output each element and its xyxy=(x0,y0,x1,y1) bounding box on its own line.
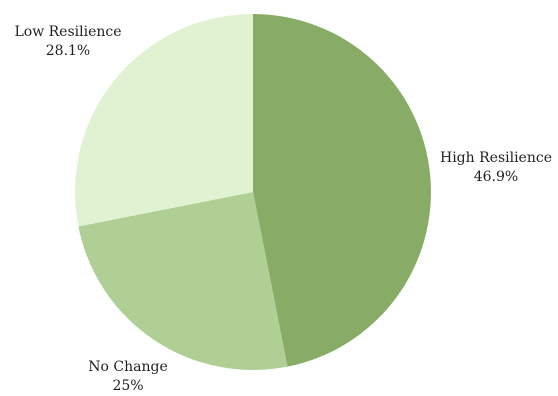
slice-label-value: 28.1% xyxy=(46,43,90,59)
pie-slices xyxy=(75,14,431,370)
pie-labels: High Resilience 46.9% No Change 25% Low Resi… xyxy=(14,24,552,394)
slice-label-name: No Change xyxy=(88,359,167,375)
pie-slice-no-change xyxy=(78,192,288,370)
slice-label-name: High Resilience xyxy=(440,150,552,166)
pie-slice-high-resilience xyxy=(253,14,431,367)
slice-label-name: Low Resilience xyxy=(14,24,121,40)
pie-slice-low-resilience xyxy=(75,14,254,227)
slice-label-value: 46.9% xyxy=(474,169,518,185)
slice-label-value: 25% xyxy=(112,378,143,394)
